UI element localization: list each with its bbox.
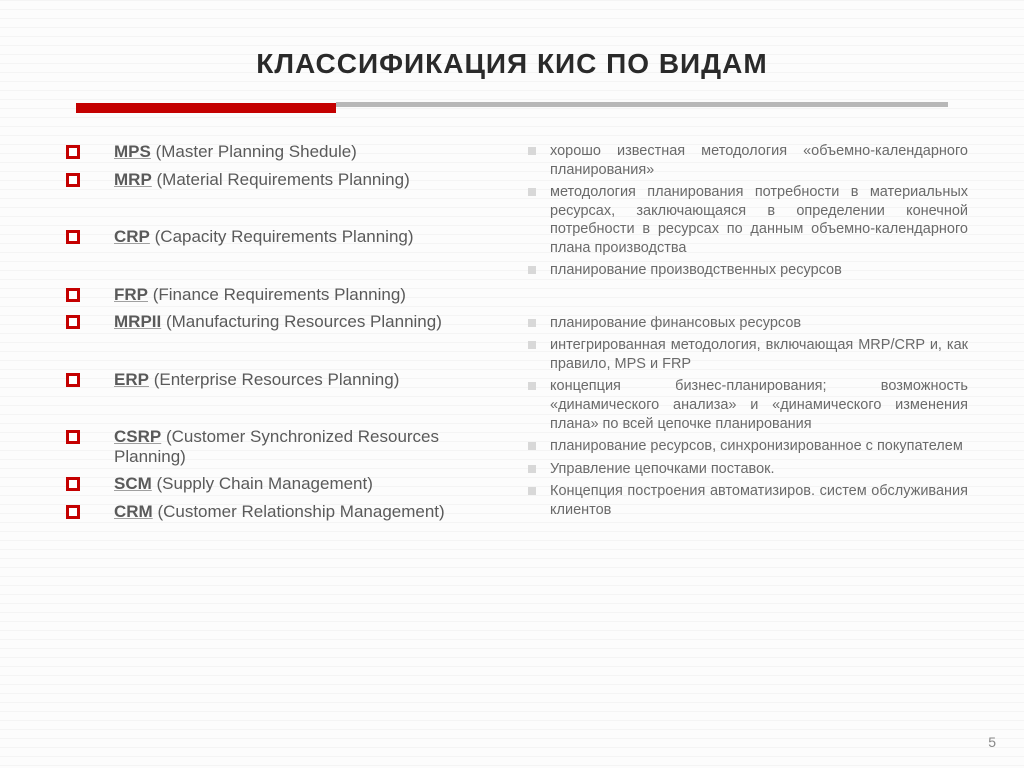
abbr-label: CSRP (114, 427, 161, 446)
left-list: MPS (Master Planning Shedule) MRP (Materi… (56, 142, 502, 521)
square-dot-icon (528, 341, 536, 349)
right-text: планирование производственных ресурсов (550, 262, 842, 278)
full-label: (Capacity Requirements Planning) (150, 227, 414, 246)
right-column: хорошо известная методология «объемно-ка… (522, 142, 968, 529)
right-text: методология планирования потребности в м… (550, 184, 968, 256)
right-item: планирование финансовых ресурсов (522, 314, 968, 333)
divider-accent (76, 103, 336, 113)
abbr-label: MPS (114, 142, 151, 161)
square-dot-icon (528, 188, 536, 196)
abbr-label: CRM (114, 502, 153, 521)
divider-gray (336, 102, 948, 107)
left-item: MRPII (Manufacturing Resources Planning) (56, 312, 502, 332)
right-text: Управление цепочками поставок. (550, 461, 775, 477)
left-item: ERP (Enterprise Resources Planning) (56, 370, 502, 390)
abbr-label: MRP (114, 170, 152, 189)
square-bullet-icon (66, 230, 80, 244)
full-label: (Supply Chain Management) (152, 474, 373, 493)
right-text: интегрированная методология, включающая … (550, 337, 968, 372)
square-dot-icon (528, 487, 536, 495)
left-item: CRP (Capacity Requirements Planning) (56, 227, 502, 247)
page-title: КЛАССИФИКАЦИЯ КИС ПО ВИДАМ (56, 48, 968, 80)
title-divider (76, 100, 948, 118)
left-item: CRM (Customer Relationship Management) (56, 502, 502, 522)
full-label: (Master Planning Shedule) (151, 142, 357, 161)
right-list: хорошо известная методология «объемно-ка… (522, 142, 968, 519)
right-item: методология планирования потребности в м… (522, 183, 968, 257)
right-item: хорошо известная методология «объемно-ка… (522, 142, 968, 179)
right-text: планирование ресурсов, синхронизированно… (550, 438, 963, 454)
left-item: FRP (Finance Requirements Planning) (56, 285, 502, 305)
square-bullet-icon (66, 430, 80, 444)
square-bullet-icon (66, 373, 80, 387)
square-bullet-icon (66, 288, 80, 302)
abbr-label: MRPII (114, 312, 161, 331)
right-item: концепция бизнес-планирования; возможнос… (522, 377, 968, 433)
page-number: 5 (988, 734, 996, 750)
abbr-label: FRP (114, 285, 148, 304)
square-dot-icon (528, 465, 536, 473)
abbr-label: CRP (114, 227, 150, 246)
square-bullet-icon (66, 477, 80, 491)
full-label: (Enterprise Resources Planning) (149, 370, 399, 389)
square-dot-icon (528, 442, 536, 450)
right-item: Управление цепочками поставок. (522, 460, 968, 479)
right-item: Концепция построения автоматизиров. сист… (522, 482, 968, 519)
content-columns: MPS (Master Planning Shedule) MRP (Materi… (56, 142, 968, 529)
left-column: MPS (Master Planning Shedule) MRP (Materi… (56, 142, 502, 529)
full-label: (Customer Relationship Management) (153, 502, 445, 521)
full-label: (Material Requirements Planning) (152, 170, 410, 189)
square-bullet-icon (66, 145, 80, 159)
square-dot-icon (528, 147, 536, 155)
right-item: планирование ресурсов, синхронизированно… (522, 437, 968, 456)
square-bullet-icon (66, 173, 80, 187)
right-text: планирование финансовых ресурсов (550, 315, 801, 331)
left-item: SCM (Supply Chain Management) (56, 474, 502, 494)
abbr-label: SCM (114, 474, 152, 493)
square-dot-icon (528, 319, 536, 327)
right-item: интегрированная методология, включающая … (522, 336, 968, 373)
square-bullet-icon (66, 315, 80, 329)
full-label: (Customer Synchronized Resources Plannin… (114, 427, 439, 466)
right-item: планирование производственных ресурсов (522, 261, 968, 280)
right-text: Концепция построения автоматизиров. сист… (550, 483, 968, 518)
square-dot-icon (528, 266, 536, 274)
square-bullet-icon (66, 505, 80, 519)
left-item: CSRP (Customer Synchronized Resources Pl… (56, 427, 502, 466)
full-label: (Manufacturing Resources Planning) (161, 312, 442, 331)
abbr-label: ERP (114, 370, 149, 389)
right-text: хорошо известная методология «объемно-ка… (550, 143, 968, 178)
full-label: (Finance Requirements Planning) (148, 285, 406, 304)
left-item: MPS (Master Planning Shedule) (56, 142, 502, 162)
square-dot-icon (528, 382, 536, 390)
right-text: концепция бизнес-планирования; возможнос… (550, 378, 968, 431)
slide-container: КЛАССИФИКАЦИЯ КИС ПО ВИДАМ MPS (Master P… (0, 0, 1024, 529)
left-item: MRP (Material Requirements Planning) (56, 170, 502, 190)
